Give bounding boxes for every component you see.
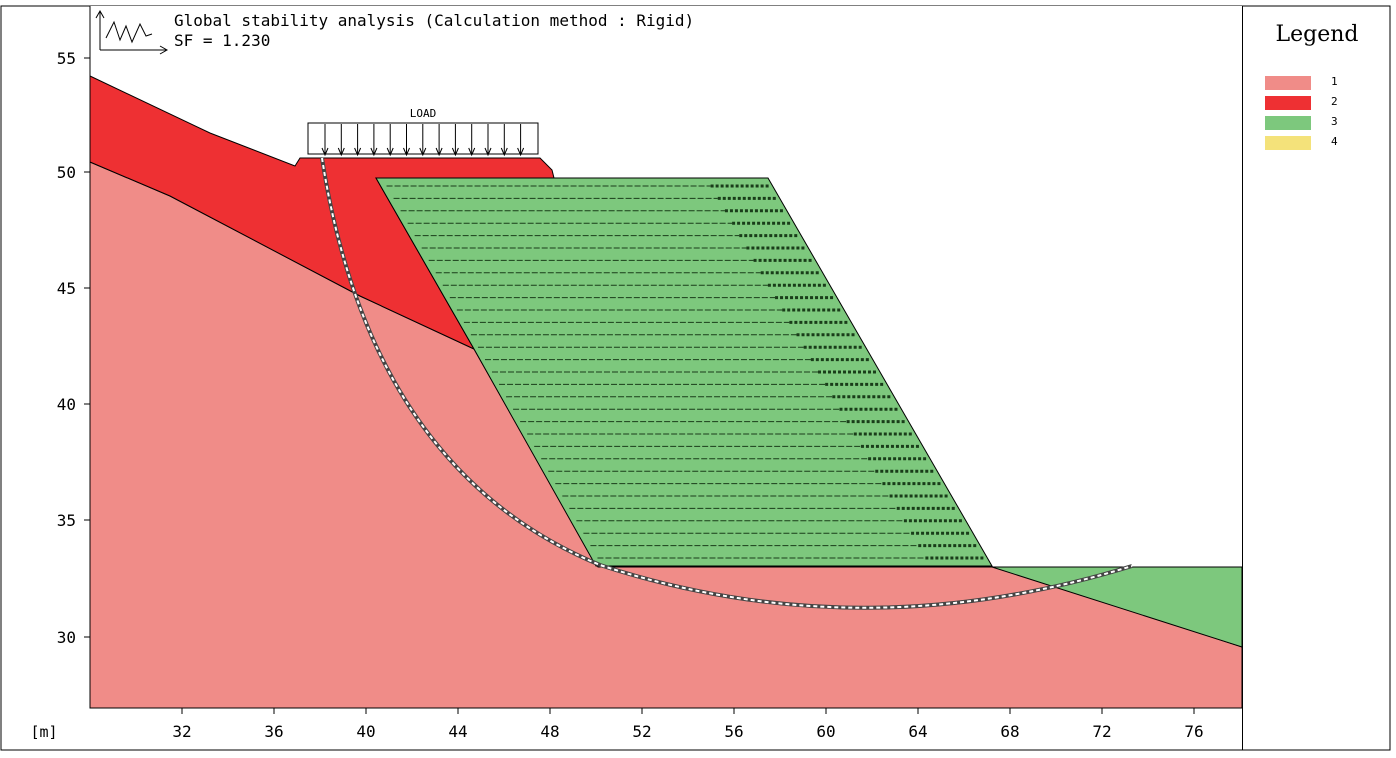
load-symbol: LOAD — [307, 107, 539, 157]
y-axis-ticks: 55 50 45 40 35 30 — [57, 49, 90, 647]
stability-analysis-icon — [95, 9, 169, 55]
analysis-title: Global stability analysis (Calculation m… — [174, 11, 694, 30]
legend-swatch-4 — [1265, 136, 1311, 150]
x-tick-label: 48 — [540, 722, 559, 741]
x-tick-label: 56 — [724, 722, 743, 741]
y-tick-label: 55 — [57, 49, 76, 68]
load-arrow-head — [451, 147, 459, 157]
x-tick-label: 44 — [448, 722, 467, 741]
x-tick-label: 76 — [1184, 722, 1203, 741]
legend-label-4: 4 — [1331, 135, 1338, 148]
legend-swatch-2 — [1265, 96, 1311, 110]
legend-item-3: 3 — [1265, 115, 1385, 132]
load-arrows — [321, 124, 525, 157]
load-arrow-head — [386, 147, 394, 157]
legend-label-3: 3 — [1331, 115, 1338, 128]
x-tick-label: 60 — [816, 722, 835, 741]
load-label: LOAD — [410, 107, 437, 120]
slip-surface-dash — [321, 157, 1133, 609]
legend-title: Legend — [1275, 22, 1359, 47]
x-tick-label: 72 — [1092, 722, 1111, 741]
y-tick-label: 30 — [57, 628, 76, 647]
safety-factor-label: SF = 1.230 — [174, 31, 270, 50]
load-arrow-head — [321, 147, 329, 157]
load-arrow-head — [370, 147, 378, 157]
load-arrow-head — [354, 147, 362, 157]
legend-item-4: 4 — [1265, 135, 1385, 152]
legend-label-2: 2 — [1331, 95, 1338, 108]
axis-unit-label: [m] — [30, 723, 57, 741]
load-arrow-head — [419, 147, 427, 157]
load-arrow-head — [484, 147, 492, 157]
legend-swatch-1 — [1265, 76, 1311, 90]
x-tick-label: 68 — [1000, 722, 1019, 741]
load-arrow-head — [403, 147, 410, 157]
reinforcement-layers — [386, 184, 986, 560]
legend-label-1: 1 — [1331, 75, 1338, 88]
x-tick-label: 64 — [908, 722, 927, 741]
y-tick-label: 40 — [57, 395, 76, 414]
x-tick-label: 32 — [172, 722, 191, 741]
legend-item-1: 1 — [1265, 75, 1385, 92]
y-tick-label: 35 — [57, 511, 76, 530]
x-tick-label: 40 — [356, 722, 375, 741]
y-tick-label: 50 — [57, 163, 76, 182]
y-tick-label: 45 — [57, 279, 76, 298]
load-arrow-head — [500, 147, 508, 157]
load-arrow-head — [517, 147, 525, 157]
legend-swatch-3 — [1265, 116, 1311, 130]
x-tick-label: 36 — [264, 722, 283, 741]
load-arrow-head — [337, 147, 345, 157]
x-axis-ticks: 32 36 40 44 48 52 56 60 64 68 72 76 — [172, 708, 1204, 741]
x-tick-label: 52 — [632, 722, 651, 741]
legend-item-2: 2 — [1265, 95, 1385, 112]
load-arrow-head — [435, 147, 443, 157]
legend-panel: Legend 1 2 3 4 — [1242, 6, 1391, 750]
load-arrow-head — [468, 147, 476, 157]
